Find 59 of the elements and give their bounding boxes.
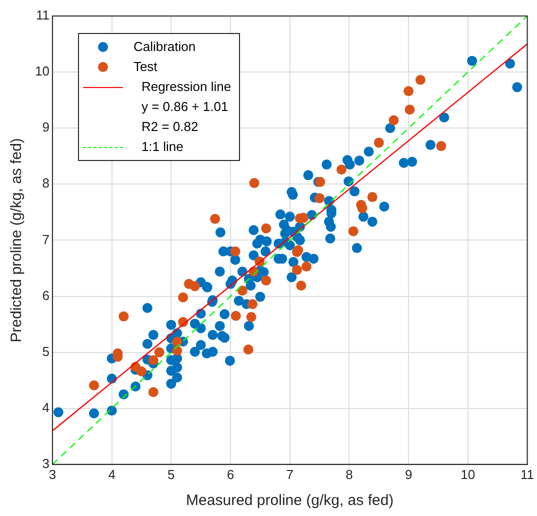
x-tick-label: 4 <box>108 466 116 482</box>
point <box>348 226 358 236</box>
y-axis-title: Predicted proline (g/kg, as fed) <box>8 138 26 342</box>
y-tick-label: 10 <box>34 64 50 79</box>
point <box>388 115 399 126</box>
y-tick-label: 3 <box>42 456 50 471</box>
x-tick-label: 8 <box>346 466 353 482</box>
point <box>261 223 272 234</box>
y-tick-label: 6 <box>42 288 50 303</box>
legend-label: Regression line <box>141 78 232 96</box>
y-tick-label: 7 <box>42 232 50 247</box>
point <box>357 203 368 214</box>
point <box>148 387 158 398</box>
y-tick-label: 9 <box>42 120 50 135</box>
legend-label: 1:1 line <box>141 138 184 156</box>
annotation: y = 0.86 + 1.01 <box>141 98 230 116</box>
point <box>172 346 182 356</box>
point <box>374 138 384 148</box>
point <box>247 299 258 310</box>
point <box>154 347 164 358</box>
point <box>261 276 272 286</box>
point <box>243 344 254 354</box>
point <box>404 86 414 96</box>
point <box>89 380 100 390</box>
point <box>118 311 129 322</box>
x-tick-label: 9 <box>404 466 412 482</box>
point <box>415 74 426 85</box>
legend-label: Test <box>133 58 158 76</box>
legend-label: Calibration <box>133 38 196 56</box>
point <box>314 193 325 204</box>
x-tick-label: 5 <box>168 466 175 482</box>
point <box>172 336 182 347</box>
point <box>292 264 302 275</box>
annotation: R2 = 0.82 <box>141 118 200 136</box>
point <box>210 214 220 224</box>
point <box>230 246 240 256</box>
point <box>178 292 188 302</box>
y-tick-label: 5 <box>42 344 50 359</box>
point <box>246 312 256 322</box>
x-tick-label: 10 <box>460 466 476 482</box>
y-tick-label: 8 <box>42 176 50 191</box>
y-tick-label: 4 <box>42 400 50 415</box>
point <box>230 310 241 321</box>
point <box>237 286 248 296</box>
point <box>249 178 260 188</box>
point <box>404 104 415 115</box>
point <box>436 141 446 152</box>
point <box>296 280 306 291</box>
point <box>367 192 378 202</box>
point <box>190 281 200 292</box>
x-tick-label: 6 <box>226 466 234 482</box>
point <box>336 164 346 175</box>
x-tick-label: 11 <box>520 466 534 482</box>
x-tick-label: 7 <box>286 466 294 482</box>
point <box>301 262 312 272</box>
point <box>148 355 158 366</box>
point <box>136 366 146 376</box>
x-axis-title: Measured proline (g/kg, as fed) <box>186 492 394 510</box>
y-tick-label: 11 <box>36 8 50 23</box>
